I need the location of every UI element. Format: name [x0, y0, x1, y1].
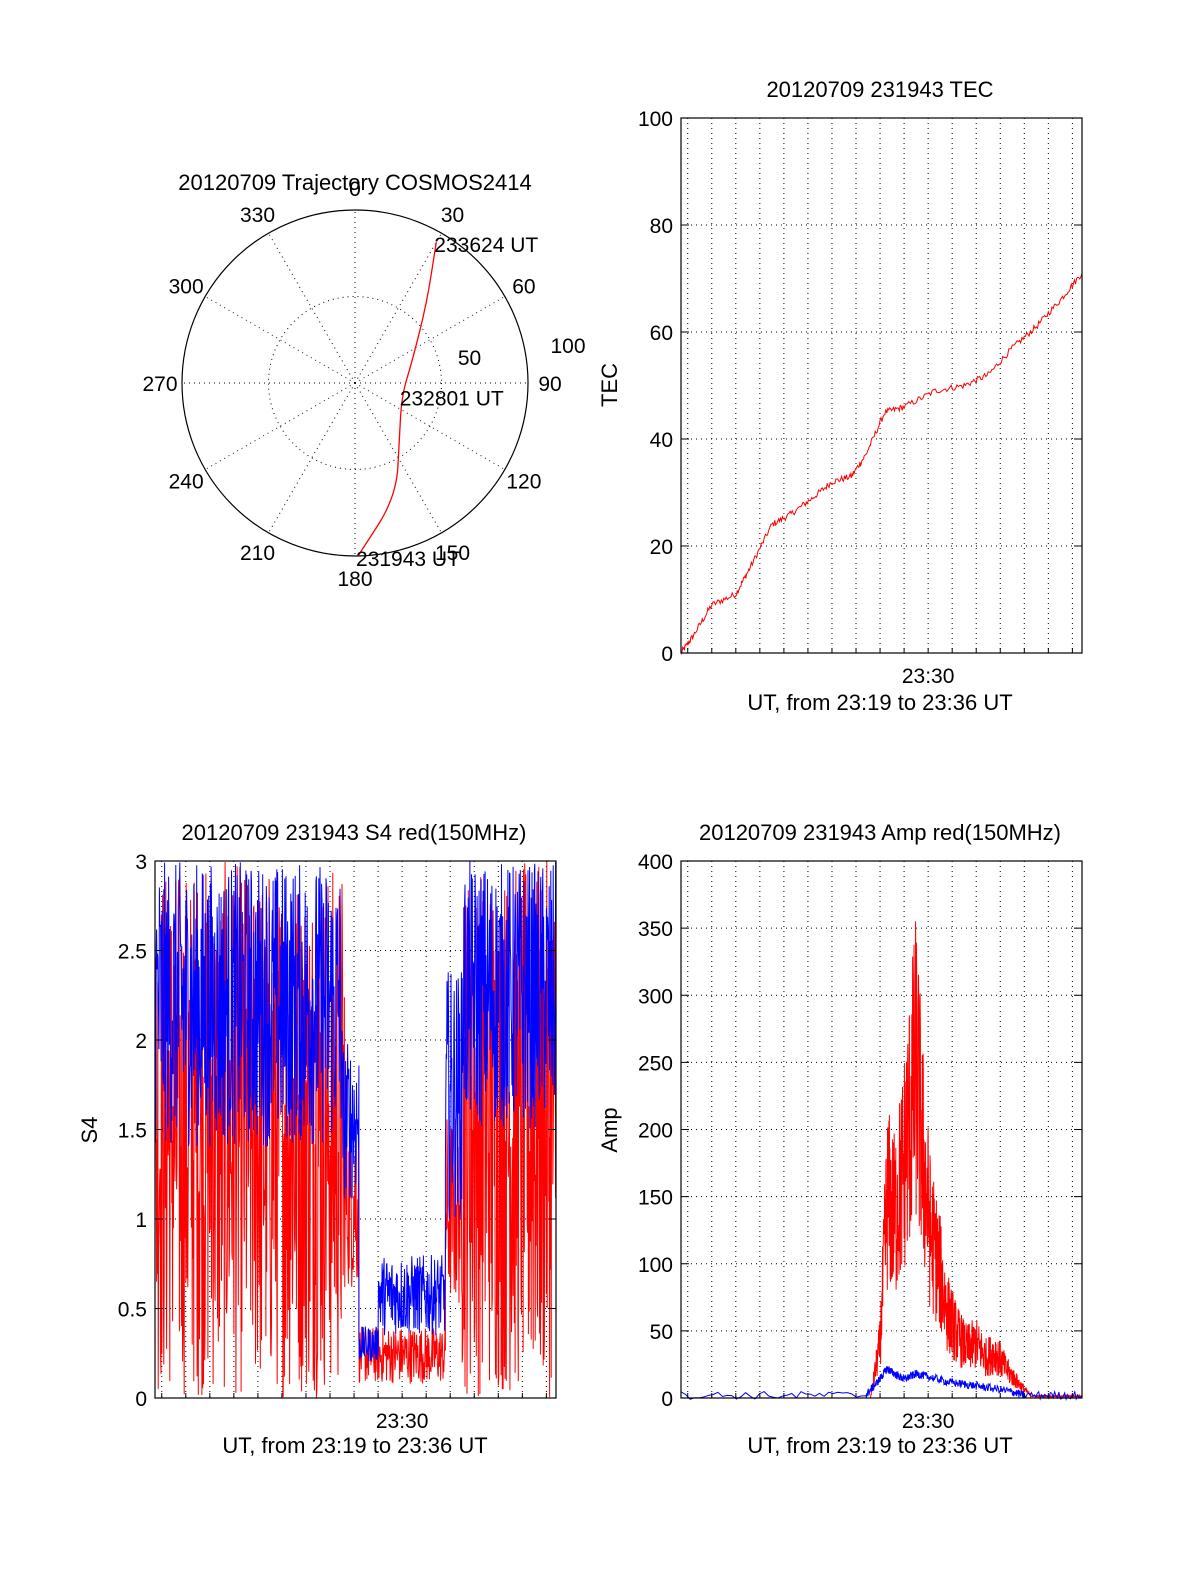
tec-xlabel: UT, from 23:19 to 23:36 UT [747, 690, 1012, 715]
trajectory-azimuth-label: 150 [435, 542, 470, 565]
amp-xlabel: UT, from 23:19 to 23:36 UT [747, 1433, 1012, 1458]
trajectory-time-label: 233624 UT [434, 234, 538, 257]
y-tick-label: 0 [661, 1388, 673, 1411]
s4-title: 20120709 231943 S4 red(150MHz) [182, 820, 527, 845]
trajectory-ring-label: 100 [550, 335, 585, 358]
tec-ylabel: TEC [597, 363, 622, 407]
trajectory-grid [182, 210, 528, 556]
y-tick-label: 200 [638, 1120, 673, 1143]
amp-series [680, 921, 1083, 1402]
tec-title: 20120709 231943 TEC [766, 77, 993, 102]
trajectory-spoke [354, 232, 442, 384]
y-tick-label: 1.5 [118, 1120, 147, 1143]
y-tick-label: 0 [135, 1388, 147, 1411]
s4-series [154, 861, 557, 1398]
tec-panel: 20120709 231943 TEC 0 20 40 60 80 100 23:30 UT… [597, 77, 1083, 715]
trajectory-azimuth-label: 300 [169, 276, 204, 299]
y-tick-label: 100 [638, 1254, 673, 1277]
tec-grid [681, 117, 1082, 654]
s4-tick-labels: 0 0.5 1 1.5 2 2.5 3 23:30 [118, 851, 556, 1433]
y-tick-label: 50 [650, 1321, 673, 1344]
x-tick-label: 23:30 [376, 1410, 429, 1433]
trajectory-path [357, 242, 437, 557]
trajectory-azimuth-label: 120 [506, 471, 541, 494]
y-tick-label: 250 [638, 1052, 673, 1075]
trajectory-azimuth-label: 0 [349, 178, 361, 201]
y-tick-label: 400 [638, 851, 673, 874]
tec-plot-frame [680, 117, 1083, 654]
y-tick-label: 20 [650, 536, 673, 559]
trajectory-panel: 20120709 Trajectory COSMOS2414 0 30 60 90 12… [142, 170, 585, 591]
amp-panel: 20120709 231943 Amp red(150MHz) 0 50 100 15… [597, 820, 1083, 1458]
s4-panel: 20120709 231943 S4 red(150MHz) 0 0.5 1 1.5 2… [77, 820, 557, 1458]
amp-series-line [680, 1366, 1083, 1402]
s4-xlabel: UT, from 23:19 to 23:36 UT [222, 1433, 487, 1458]
trajectory-ring-label: 50 [458, 347, 481, 370]
trajectory-annotations: 233624 UT 232801 UT 231943 UT [356, 234, 538, 571]
trajectory-azimuth-label: 180 [337, 568, 372, 591]
trajectory-azimuth-label: 240 [169, 471, 204, 494]
tec-tick-labels: 0 20 40 60 80 100 23:30 [638, 108, 1082, 688]
trajectory-azimuth-label: 270 [142, 373, 177, 396]
amp-title: 20120709 231943 Amp red(150MHz) [699, 820, 1061, 845]
trajectory-azimuth-label: 90 [538, 373, 561, 396]
trajectory-time-label: 231943 UT [356, 548, 460, 571]
trajectory-title: 20120709 Trajectory COSMOS2414 [178, 170, 531, 195]
y-tick-label: 350 [638, 918, 673, 941]
y-tick-label: 150 [638, 1187, 673, 1210]
amp-ylabel: Amp [597, 1107, 622, 1152]
y-tick-label: 3 [135, 851, 147, 874]
trajectory-outer-circle [181, 209, 529, 557]
trajectory-spoke [204, 296, 356, 384]
trajectory-azimuth-labels: 0 30 60 90 120 150 180 210 240 270 300 330 50 100 [142, 178, 585, 591]
trajectory-spoke [204, 382, 356, 470]
y-tick-label: 2.5 [118, 941, 147, 964]
trajectory-series [357, 242, 437, 557]
tec-series-line [680, 273, 1083, 656]
trajectory-spoke [354, 296, 506, 384]
y-tick-label: 1 [135, 1209, 147, 1232]
trajectory-time-label: 232801 UT [400, 388, 504, 411]
s4-ylabel: S4 [77, 1117, 102, 1144]
y-tick-label: 0 [661, 643, 673, 666]
y-tick-label: 0.5 [118, 1299, 147, 1322]
trajectory-azimuth-label: 330 [240, 204, 275, 227]
y-tick-label: 2 [135, 1030, 147, 1053]
amp-tick-labels: 0 50 100 150 200 250 300 350 400 23:30 [638, 851, 1082, 1433]
trajectory-spoke [268, 232, 356, 384]
trajectory-ring [268, 296, 442, 470]
y-tick-label: 100 [638, 108, 673, 131]
s4-series-line [154, 861, 557, 1362]
y-tick-label: 60 [650, 322, 673, 345]
y-tick-label: 80 [650, 215, 673, 238]
trajectory-azimuth-label: 30 [441, 204, 464, 227]
tec-series [680, 273, 1083, 656]
trajectory-azimuth-label: 210 [240, 542, 275, 565]
amp-series-line [869, 921, 1083, 1399]
y-tick-label: 40 [650, 429, 673, 452]
x-tick-label: 23:30 [902, 665, 955, 688]
y-tick-label: 300 [638, 985, 673, 1008]
trajectory-azimuth-label: 60 [512, 276, 535, 299]
x-tick-label: 23:30 [902, 1410, 955, 1433]
